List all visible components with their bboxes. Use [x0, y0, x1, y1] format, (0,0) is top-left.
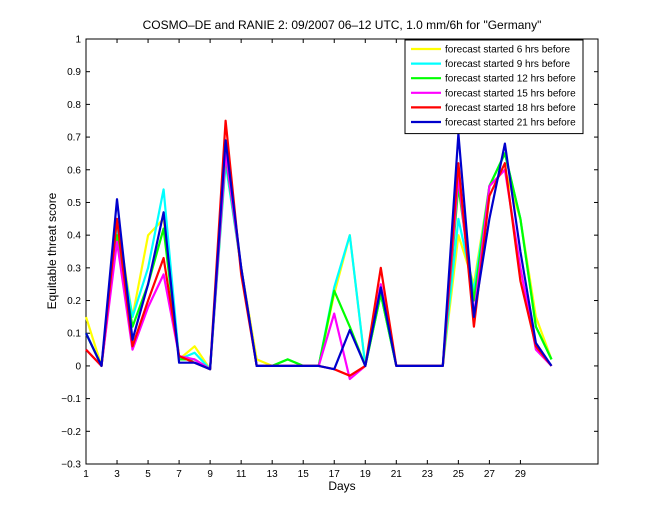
x-tick-label: 11 [236, 469, 247, 480]
y-tick-label: 0.3 [67, 263, 81, 274]
legend: forecast started 6 hrs before forecast st… [404, 39, 584, 135]
y-axis-label: Equitable threat score [45, 192, 59, 309]
y-tick-label: 0.5 [67, 198, 81, 209]
x-tick-label: 17 [329, 469, 341, 480]
x-tick-label: 5 [145, 469, 151, 480]
y-tick-label: −0.2 [61, 427, 81, 438]
y-tick-label: −0.3 [61, 460, 81, 471]
x-tick-label: 1 [83, 469, 89, 480]
x-tick-label: 21 [391, 469, 403, 480]
legend-entry: forecast started 21 hrs before [445, 118, 576, 129]
x-tick-label: 29 [515, 469, 527, 480]
legend-entry: forecast started 18 hrs before [445, 103, 576, 114]
series-lines [84, 119, 553, 381]
legend-entry: forecast started 9 hrs before [445, 59, 571, 70]
y-tick-label: 1 [75, 35, 81, 46]
chart-title: COSMO–DE and RANIE 2: 09/2007 06–12 UTC,… [143, 18, 542, 32]
y-tick-label: 0.4 [67, 231, 81, 242]
legend-entry: forecast started 6 hrs before [445, 45, 571, 56]
y-tick-label: 0.6 [67, 165, 81, 176]
x-tick-label: 27 [484, 469, 496, 480]
legend-box [404, 39, 584, 135]
legend-entry: forecast started 12 hrs before [445, 74, 576, 85]
x-axis: 1 3 5 7 9 11 13 15 17 19 21 23 25 27 29 [83, 39, 526, 480]
y-axis: −0.3 −0.2 −0.1 0 0.1 0.2 0.3 0.4 0.5 0.6 0.7 0.8 0.9… [61, 35, 598, 471]
x-axis-label: Days [328, 479, 355, 493]
x-tick-label: 15 [298, 469, 310, 480]
y-tick-label: 0.9 [67, 67, 81, 78]
y-tick-label: −0.1 [61, 394, 81, 405]
legend-entry: forecast started 15 hrs before [445, 88, 576, 99]
y-tick-label: 0.1 [67, 329, 81, 340]
y-tick-label: 0.8 [67, 100, 81, 111]
y-tick-label: 0.2 [67, 296, 81, 307]
x-tick-label: 25 [453, 469, 465, 480]
y-tick-label: 0 [75, 361, 81, 372]
x-tick-label: 7 [176, 469, 182, 480]
x-tick-label: 3 [114, 469, 120, 480]
x-tick-label: 13 [267, 469, 279, 480]
x-tick-label: 23 [422, 469, 434, 480]
y-tick-label: 0.7 [67, 133, 81, 144]
series-line-6 [85, 132, 553, 371]
x-tick-label: 9 [207, 469, 213, 480]
x-tick-label: 19 [360, 469, 372, 480]
